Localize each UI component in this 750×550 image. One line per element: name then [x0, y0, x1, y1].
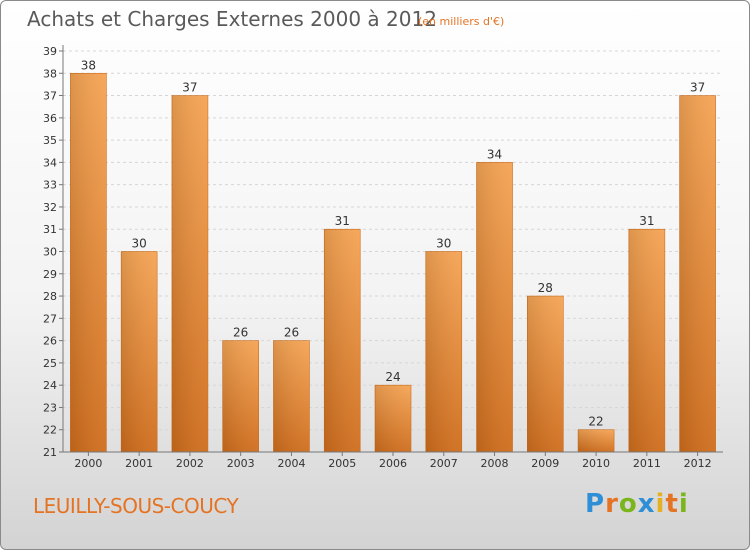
bar-shade	[222, 340, 259, 452]
bar-value-label: 31	[335, 214, 350, 228]
logo-letter: r	[605, 489, 619, 519]
y-tick-label: 30	[43, 246, 57, 259]
y-tick-label: 21	[43, 446, 57, 459]
commune-name: LEUILLY-SOUS-COUCY	[33, 494, 239, 518]
y-tick-label: 24	[43, 379, 57, 392]
bar-shade	[476, 162, 513, 452]
value-labels: 38 30 37 26 26 31 24 30 34 28 22 31 37	[81, 58, 706, 428]
bar-shade	[527, 296, 564, 452]
x-tick-label: 2003	[227, 457, 255, 470]
y-tick-label: 28	[43, 290, 57, 303]
x-tick-label: 2010	[582, 457, 610, 470]
logo-letter: i	[655, 489, 666, 519]
x-tick-label: 2011	[633, 457, 661, 470]
x-tick-label: 2000	[74, 457, 102, 470]
bar-value-label: 30	[132, 237, 147, 251]
y-tick-label: 31	[43, 223, 57, 236]
y-tick-label: 33	[43, 179, 57, 192]
axes: 21 22 23 24 25 26 27 28 29 30 31 32 33 34 35 36 37 38 39 20…	[43, 45, 723, 470]
x-tick-label: 2002	[176, 457, 204, 470]
bar-shade	[679, 95, 716, 453]
bar-value-label: 34	[487, 147, 502, 161]
logo-letter: t	[665, 489, 679, 519]
bar-shade	[273, 340, 310, 452]
x-tick-label: 2007	[430, 457, 458, 470]
bar-shade	[171, 95, 208, 453]
bar-shade	[628, 229, 665, 452]
y-tick-label: 26	[43, 335, 57, 348]
bar-shade	[578, 429, 615, 452]
y-tick-label: 34	[43, 156, 57, 169]
x-tick-label: 2001	[125, 457, 153, 470]
bar-value-label: 24	[385, 370, 400, 384]
y-tick-label: 27	[43, 312, 57, 325]
bars	[70, 72, 716, 453]
y-tick-label: 37	[43, 90, 57, 103]
x-tick-label: 2012	[684, 457, 712, 470]
bar-shade	[70, 73, 107, 453]
logo-letter: x	[637, 489, 656, 519]
x-tick-label: 2005	[328, 457, 356, 470]
bar-value-label: 26	[233, 326, 248, 340]
x-tick-label: 2008	[481, 457, 509, 470]
bar-value-label: 26	[284, 326, 299, 340]
chart-unit: (en milliers d'€)	[418, 15, 505, 28]
bar-shade	[324, 229, 361, 452]
proxiti-logo: Proxiti	[585, 489, 689, 519]
y-tick-label: 29	[43, 268, 57, 281]
y-tick-label: 25	[43, 357, 57, 370]
chart-title: Achats et Charges Externes 2000 à 2012	[27, 7, 437, 31]
bar-value-label: 38	[81, 58, 96, 72]
y-tick-label: 38	[43, 67, 57, 80]
x-tick-label: 2006	[379, 457, 407, 470]
bar-shade	[375, 385, 411, 452]
logo-letter: P	[585, 489, 606, 519]
bar-value-label: 30	[436, 237, 451, 251]
x-tick-label: 2004	[277, 457, 305, 470]
logo-letter: i	[678, 489, 689, 519]
y-tick-label: 39	[43, 45, 57, 58]
y-tick-label: 23	[43, 401, 57, 414]
x-tick-label: 2009	[531, 457, 559, 470]
bar-value-label: 28	[538, 281, 553, 295]
bar-shade	[425, 251, 462, 452]
y-tick-label: 32	[43, 201, 57, 214]
y-tick-label: 36	[43, 112, 57, 125]
bar-value-label: 22	[588, 415, 603, 429]
bar-value-label: 31	[639, 214, 654, 228]
y-tick-label: 22	[43, 424, 57, 437]
logo-letter: o	[618, 489, 638, 519]
bar-value-label: 37	[182, 81, 197, 95]
bar-shade	[121, 251, 158, 452]
y-tick-label: 35	[43, 134, 57, 147]
bar-value-label: 37	[690, 81, 705, 95]
